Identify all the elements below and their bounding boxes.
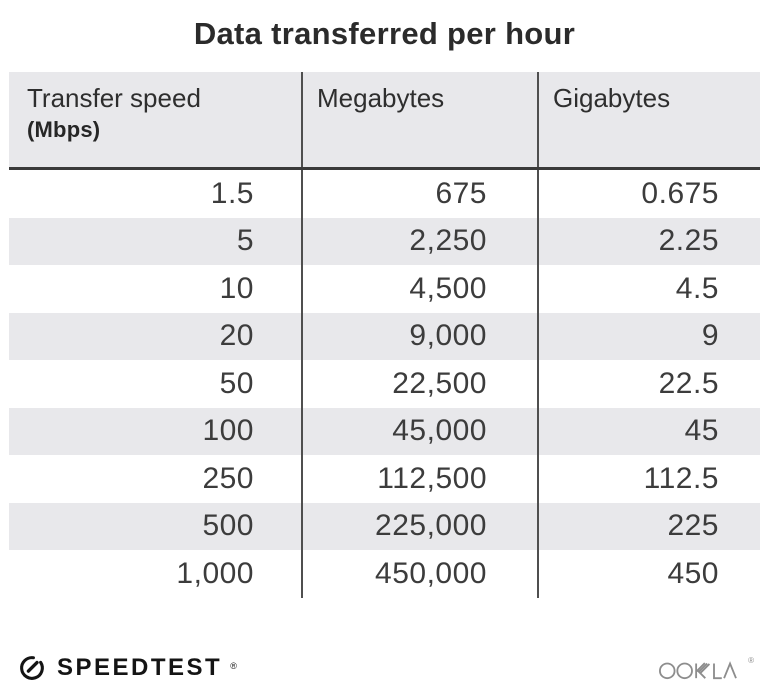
column-header-unit-label: (Mbps) — [27, 117, 101, 142]
cell-megabytes: 112,500 — [301, 455, 538, 503]
cell-speed: 250 — [202, 461, 254, 495]
column-header-transfer-speed: Transfer speed (Mbps) — [9, 72, 302, 170]
speedtest-logo: SPEEDTEST ® — [16, 652, 238, 684]
cell-gigabytes: 9 — [537, 312, 760, 360]
cell-megabytes: 4,500 — [301, 265, 538, 313]
ookla-wordmark-icon — [659, 661, 737, 680]
cell-megabytes: 45,000 — [301, 407, 538, 455]
table-row: 5 2,250 2.25 — [9, 217, 760, 265]
table-row: 250 112,500 112.5 — [9, 455, 760, 503]
cell-gigabytes: 112.5 — [537, 455, 760, 503]
speedtest-gauge-icon — [20, 656, 44, 680]
cell-speed: 500 — [9, 502, 302, 550]
cell-gigabytes: 45 — [537, 407, 760, 455]
table-row: 500 225,000 225 — [9, 502, 760, 550]
footer: SPEEDTEST ® ® — [0, 648, 769, 698]
page-title: Data transferred per hour — [193, 16, 576, 51]
cell-megabytes: 22,500 — [301, 360, 538, 408]
table-row: 1.5 675 0.675 — [9, 168, 760, 218]
cell-speed: 1.5 — [210, 176, 254, 210]
cell-megabytes: 2,250 — [301, 217, 538, 265]
cell-gigabytes: 225 — [537, 502, 760, 550]
cell-gigabytes: 4.5 — [537, 265, 760, 313]
cell-gigabytes: 2.25 — [537, 217, 760, 265]
cell-speed: 20 — [9, 312, 302, 360]
table-row: 10 4,500 4.5 — [9, 265, 760, 313]
cell-megabytes: 450,000 — [301, 550, 538, 598]
cell-speed: 5 — [9, 217, 302, 265]
cell-speed: 10 — [219, 271, 254, 305]
registered-trademark-icon: ® — [230, 661, 237, 671]
cell-speed: 100 — [9, 407, 302, 455]
ookla-logo: ® — [659, 656, 754, 682]
registered-trademark-icon: ® — [748, 656, 754, 665]
table-row: 100 45,000 45 — [9, 407, 760, 455]
data-table-container: Transfer speed (Mbps) Megabytes Gigabyte… — [9, 72, 760, 598]
cell-megabytes: 9,000 — [301, 312, 538, 360]
speedtest-wordmark: SPEEDTEST — [57, 654, 223, 681]
column-header-gigabytes: Gigabytes — [537, 72, 760, 170]
cell-megabytes: 675 — [301, 168, 538, 218]
cell-speed: 1,000 — [176, 556, 254, 590]
cell-megabytes: 225,000 — [301, 502, 538, 550]
table-row: 20 9,000 9 — [9, 312, 760, 360]
cell-gigabytes: 450 — [537, 550, 760, 598]
data-table: Transfer speed (Mbps) Megabytes Gigabyte… — [9, 72, 760, 598]
cell-gigabytes: 0.675 — [537, 168, 760, 218]
cell-gigabytes: 22.5 — [537, 360, 760, 408]
table-row: 1,000 450,000 450 — [9, 550, 760, 598]
cell-speed: 50 — [219, 366, 254, 400]
column-header-megabytes: Megabytes — [301, 72, 538, 170]
table-header-row: Transfer speed (Mbps) Megabytes Gigabyte… — [9, 72, 760, 170]
table-row: 50 22,500 22.5 — [9, 360, 760, 408]
column-header-label: Transfer speed — [27, 83, 201, 113]
